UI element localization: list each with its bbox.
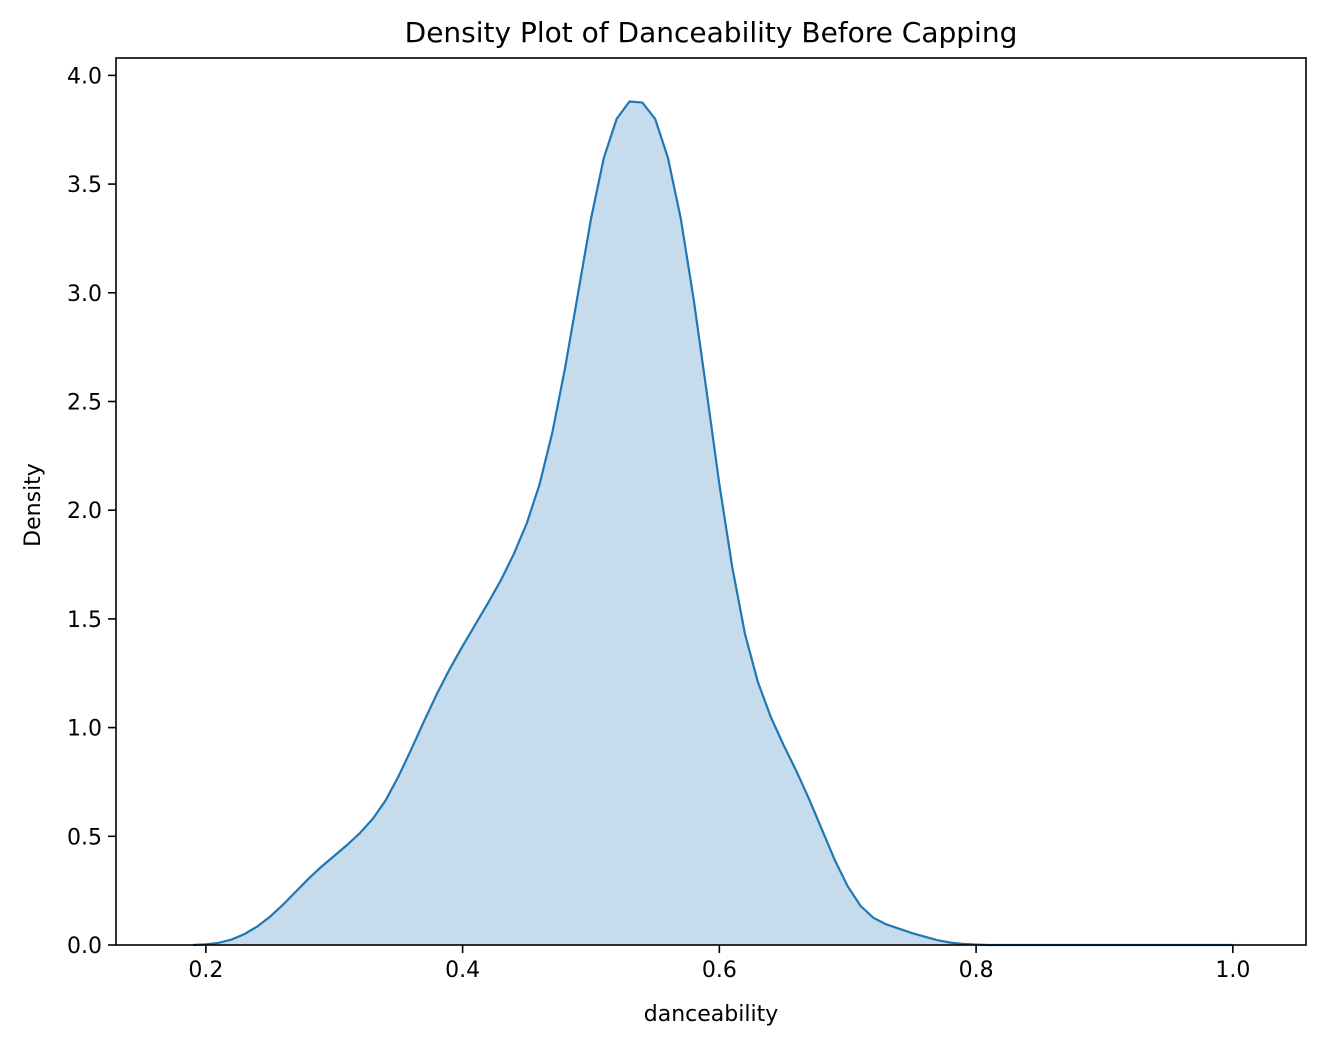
chart-title: Density Plot of Danceability Before Capp… bbox=[405, 16, 1018, 49]
y-tick-label: 0.0 bbox=[67, 934, 102, 959]
y-tick-label: 1.5 bbox=[67, 608, 102, 633]
x-tick-label: 0.6 bbox=[702, 958, 737, 983]
y-axis-title: Density bbox=[21, 463, 46, 547]
y-tick-label: 2.0 bbox=[67, 499, 102, 524]
x-axis-title: danceability bbox=[644, 1002, 778, 1027]
x-tick-label: 0.2 bbox=[188, 958, 223, 983]
y-tick-label: 3.5 bbox=[67, 173, 102, 198]
plot-frame bbox=[115, 57, 1307, 946]
y-axis: 0.0 0.5 1.0 1.5 2.0 2.5 3.0 3.5 4.0 bbox=[67, 64, 116, 959]
x-axis: 0.2 0.4 0.6 0.8 1.0 bbox=[188, 945, 1250, 983]
x-tick-label: 0.4 bbox=[445, 958, 480, 983]
y-tick-label: 4.0 bbox=[67, 64, 102, 89]
x-tick-label: 1.0 bbox=[1215, 958, 1250, 983]
x-tick-label: 0.8 bbox=[959, 958, 994, 983]
y-tick-label: 2.5 bbox=[67, 390, 102, 415]
y-tick-label: 1.0 bbox=[67, 717, 102, 742]
density-area-fill bbox=[193, 101, 1233, 946]
y-tick-label: 0.5 bbox=[67, 825, 102, 850]
y-tick-label: 3.0 bbox=[67, 282, 102, 307]
